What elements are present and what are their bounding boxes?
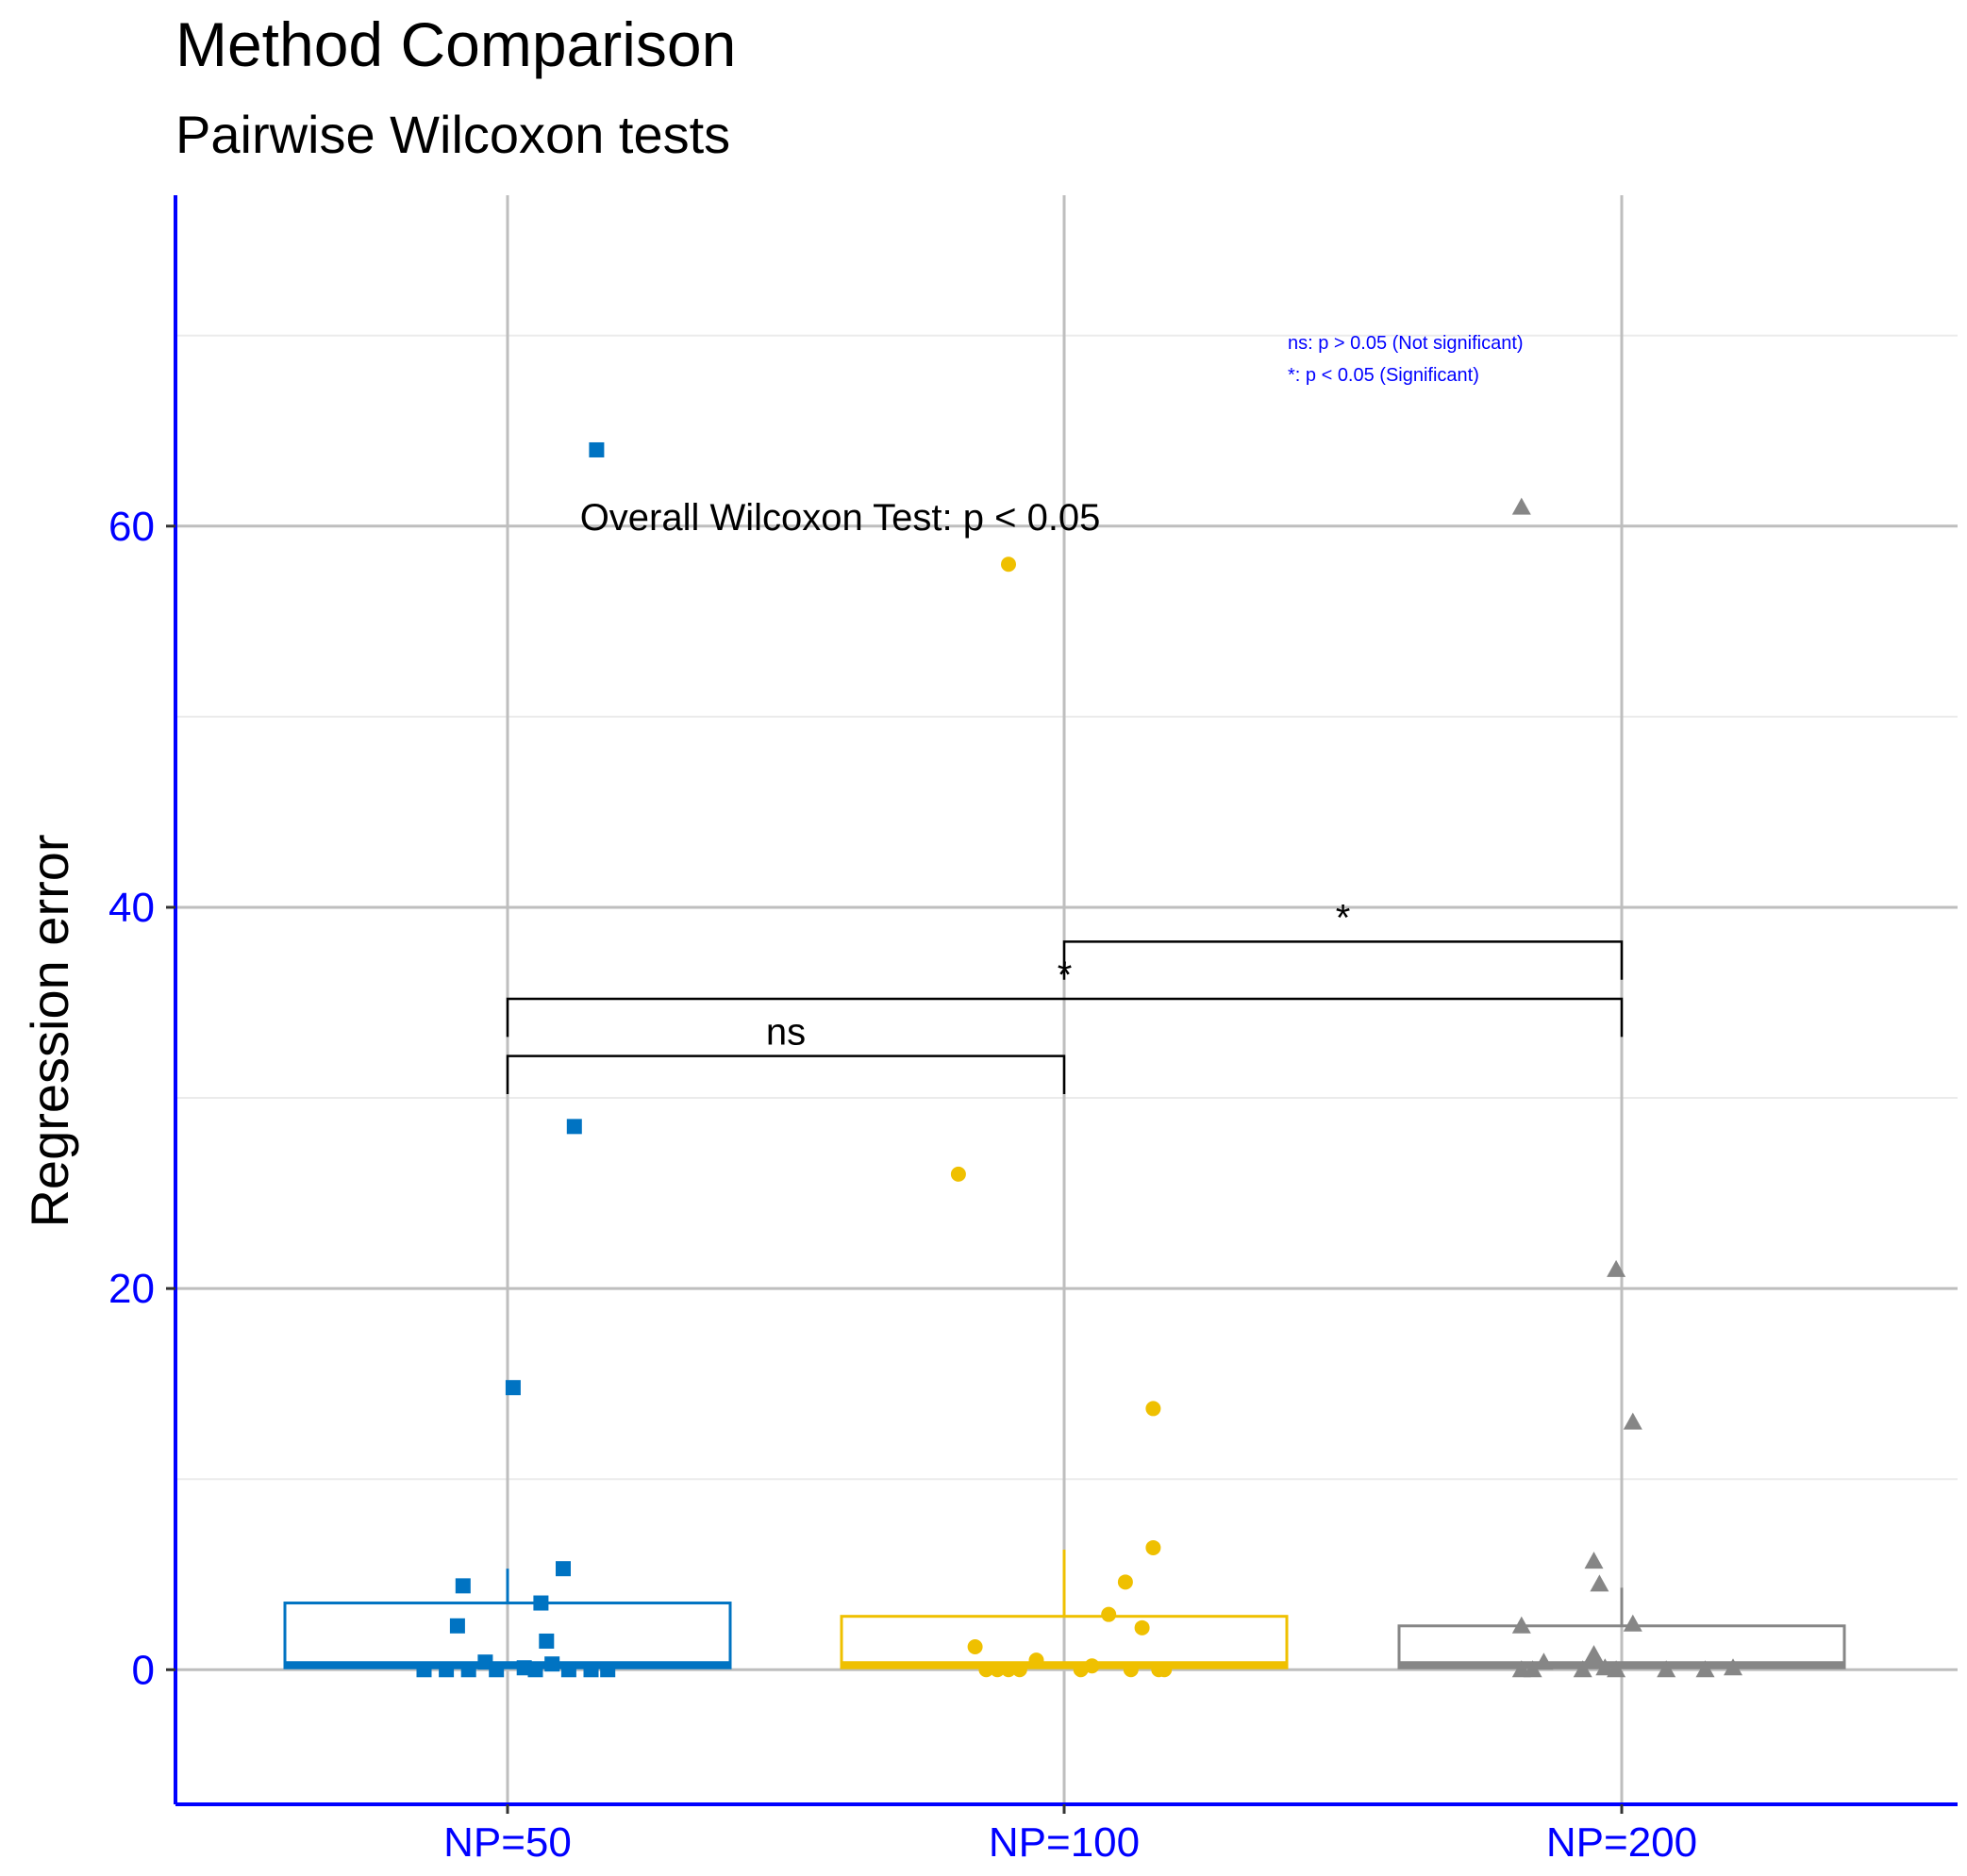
comparison-bracket xyxy=(506,997,1624,1038)
data-point-triangle xyxy=(1590,1574,1609,1592)
data-point-circle xyxy=(1157,1662,1173,1678)
data-point-circle xyxy=(1001,1662,1016,1678)
data-point-circle xyxy=(1134,1619,1150,1635)
comparison-label: ns xyxy=(766,1012,806,1054)
data-point-circle xyxy=(1145,1539,1161,1555)
data-point-circle xyxy=(1073,1662,1089,1678)
data-point-square xyxy=(505,1380,521,1396)
data-point-triangle xyxy=(1724,1658,1742,1676)
data-point-circle xyxy=(1145,1401,1161,1417)
data-point-circle xyxy=(1011,1662,1027,1678)
data-point-square xyxy=(566,1119,582,1135)
box xyxy=(283,1602,732,1669)
data-point-circle xyxy=(1117,1574,1133,1590)
data-point-square xyxy=(455,1578,471,1594)
data-point-square xyxy=(527,1662,543,1678)
data-point-square xyxy=(600,1662,616,1678)
data-point-square xyxy=(460,1662,476,1678)
significance-legend-ns: ns: p > 0.05 (Not significant) xyxy=(1288,333,1524,354)
data-point-triangle xyxy=(1511,1616,1531,1634)
comparison-bracket xyxy=(1062,940,1624,980)
y-tick-label: 20 xyxy=(108,1266,155,1312)
data-point-circle xyxy=(950,1166,966,1182)
data-point-triangle xyxy=(1657,1660,1676,1678)
data-point-triangle xyxy=(1623,1614,1642,1632)
data-point-circle xyxy=(1101,1606,1117,1622)
data-point-circle xyxy=(978,1662,994,1678)
data-point-triangle xyxy=(1573,1660,1592,1678)
data-point-triangle xyxy=(1607,1660,1626,1678)
data-point-square xyxy=(589,441,605,457)
data-points xyxy=(416,441,1742,1678)
box xyxy=(1397,1624,1846,1669)
data-point-circle xyxy=(1123,1662,1139,1678)
y-tick-label: 40 xyxy=(108,885,155,931)
x-tick-label: NP=200 xyxy=(1546,1819,1697,1866)
significance-legend-star: *: p < 0.05 (Significant) xyxy=(1288,365,1479,386)
data-point-triangle xyxy=(1607,1259,1626,1277)
data-point-triangle xyxy=(1584,1552,1604,1569)
data-point-triangle xyxy=(1584,1645,1604,1663)
overall-test-annotation: Overall Wilcoxon Test: p < 0.05 xyxy=(580,497,1101,539)
comparison-bracket xyxy=(506,1054,1066,1094)
x-tick-label: NP=50 xyxy=(443,1819,572,1866)
box xyxy=(840,1615,1289,1669)
comparison-brackets: ns** xyxy=(506,897,1624,1094)
data-point-circle xyxy=(1001,556,1016,573)
y-tick-label: 0 xyxy=(132,1647,155,1693)
data-point-square xyxy=(449,1618,465,1634)
data-point-square xyxy=(556,1561,571,1577)
data-point-circle xyxy=(967,1639,983,1655)
data-point-square xyxy=(416,1662,432,1678)
comparison-label: * xyxy=(1336,897,1351,938)
axes: 0 20 40 60 NP=50 NP=100 NP=200 xyxy=(108,195,1958,1866)
data-point-triangle xyxy=(1595,1658,1615,1676)
boxplots xyxy=(283,1549,1846,1669)
y-tick-label: 60 xyxy=(108,504,155,550)
data-point-square xyxy=(539,1633,555,1649)
chart-subtitle: Pairwise Wilcoxon tests xyxy=(175,105,730,164)
data-point-circle xyxy=(990,1662,1006,1678)
data-point-triangle xyxy=(1623,1412,1642,1430)
data-point-triangle xyxy=(1523,1660,1542,1678)
data-point-square xyxy=(439,1662,455,1678)
x-tick-label: NP=100 xyxy=(989,1819,1140,1866)
data-point-square xyxy=(560,1662,576,1678)
data-point-square xyxy=(583,1662,599,1678)
chart-title: Method Comparison xyxy=(175,9,736,79)
data-point-square xyxy=(544,1656,560,1672)
y-axis-label: Regression error xyxy=(20,834,79,1227)
data-point-triangle xyxy=(1695,1660,1715,1678)
data-point-circle xyxy=(1028,1652,1044,1668)
data-point-triangle xyxy=(1511,497,1531,515)
data-point-square xyxy=(533,1595,549,1611)
data-point-square xyxy=(489,1662,505,1678)
data-point-triangle xyxy=(1534,1652,1554,1670)
